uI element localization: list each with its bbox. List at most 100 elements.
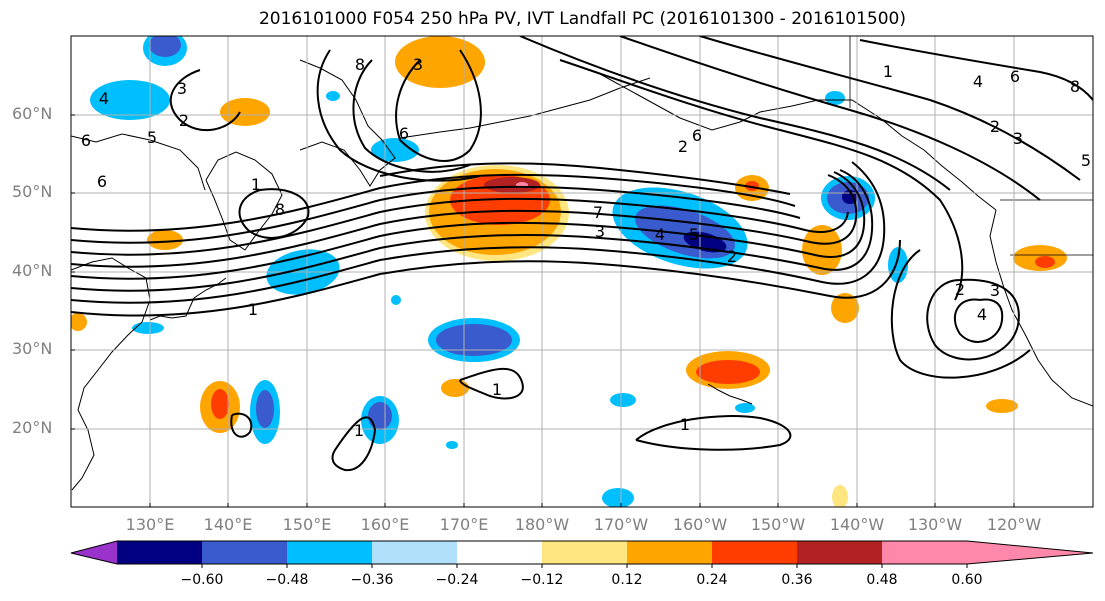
colorbar-segment [882, 541, 967, 564]
shade-positive [832, 485, 848, 507]
colorbar-segment [627, 541, 712, 564]
contour-label: 1 [492, 380, 502, 399]
lon-label: 130°W [907, 515, 963, 534]
pv-contour [71, 174, 858, 268]
contour-label: 4 [977, 305, 987, 324]
colorbar-tick-label: −0.48 [265, 572, 309, 588]
contour-label: 6 [97, 172, 107, 191]
lat-label: 40°N [12, 261, 53, 280]
colorbar-segment [712, 541, 797, 564]
shade-negative [256, 390, 274, 428]
contour-label: 3 [177, 79, 187, 98]
contour-label: 3 [595, 222, 605, 241]
shade-negative [825, 91, 845, 105]
contour-label: 6 [692, 126, 702, 145]
shade-positive [986, 399, 1018, 413]
contour-label: 2 [990, 117, 1000, 136]
contour-label: 1 [883, 62, 893, 81]
shade-positive [484, 177, 540, 193]
contour-label: 1 [680, 415, 690, 434]
colorbar-segment [457, 541, 542, 564]
lat-label: 60°N [12, 104, 53, 123]
contour-label: 5 [147, 128, 157, 147]
map-title: 2016101000 F054 250 hPa PV, IVT Landfall… [258, 9, 906, 29]
lon-label: 140°E [203, 515, 253, 534]
contour-labels: 3 6 4 5 2 6 8 8 6 1 4 6 8 3 2 1 2 3 5 7 … [81, 55, 1091, 440]
contour-label: 3 [413, 55, 423, 74]
pv-contour [926, 278, 1020, 361]
contour-label: 1 [248, 300, 258, 319]
shade-positive [211, 389, 229, 419]
shade-negative [610, 393, 636, 407]
shade-positive [1035, 256, 1055, 268]
pv-contour [238, 188, 310, 239]
colorbar-outline [70, 540, 1094, 565]
contour-label: 2 [179, 111, 189, 130]
lon-label: 120°W [986, 515, 1042, 534]
shade-negative [735, 403, 755, 413]
contour-label: 8 [355, 55, 365, 74]
pv-contour [331, 416, 377, 472]
shade-positive [71, 313, 87, 331]
gridlines [71, 36, 1093, 507]
pv-contour [230, 412, 253, 438]
shade-negative [371, 138, 419, 162]
colorbar [70, 540, 1094, 568]
shade-positive [395, 36, 485, 88]
shade-negative [132, 322, 164, 334]
colorbar-tick-label: −0.60 [180, 572, 224, 588]
pv-contour [559, 59, 964, 301]
coastline-alaska [599, 73, 997, 211]
contour-label: 2 [955, 280, 965, 299]
lon-label: 170°W [593, 515, 649, 534]
colorbar-segment [287, 541, 372, 564]
shade-positive [831, 293, 859, 323]
pv-contour [169, 69, 241, 131]
shade-positive [441, 379, 469, 397]
contour-label: 3 [990, 281, 1000, 300]
shade-positive [802, 225, 842, 275]
contour-label: 7 [593, 203, 603, 222]
contour-label: 1 [251, 175, 261, 194]
pv-contour [71, 173, 796, 232]
pv-contour [71, 169, 874, 292]
colorbar-tick-label: 0.48 [866, 572, 898, 588]
colorbar-tick-label: 0.24 [696, 572, 728, 588]
lat-label: 20°N [12, 418, 53, 437]
contour-label: 5 [689, 225, 699, 244]
contour-label: 2 [727, 247, 737, 266]
pv-contour [379, 162, 791, 195]
pv-contour [71, 161, 886, 304]
lon-label: 160°W [672, 515, 728, 534]
colorbar-extend-max [967, 541, 1093, 564]
shade-negative [436, 324, 512, 356]
pv-contours [71, 36, 1093, 472]
contour-label: 3 [1013, 129, 1023, 148]
coastline-asia [71, 257, 151, 491]
lon-label: 150°W [750, 515, 806, 534]
contour-label: 8 [275, 200, 285, 219]
pv-contour [699, 36, 1081, 181]
pv-contour [71, 185, 801, 244]
shade-negative [149, 36, 181, 57]
colorbar-tick-label: 0.36 [781, 572, 813, 588]
colorbar-tick-label: 0.12 [611, 572, 643, 588]
colorbar-segment [542, 541, 627, 564]
contour-label: 6 [399, 124, 409, 143]
contour-label: 6 [1010, 67, 1020, 86]
contour-label: 2 [678, 137, 688, 156]
axis-ticks [71, 114, 1015, 507]
shade-negative [391, 295, 401, 305]
lat-label: 50°N [12, 182, 53, 201]
colorbar-tick-label: −0.24 [435, 572, 479, 588]
pv-contour [890, 249, 1031, 379]
contour-label: 1 [354, 421, 364, 440]
shade-positive [147, 230, 183, 250]
colorbar-tick-label: 0.60 [951, 572, 983, 588]
lon-label: 140°W [829, 515, 885, 534]
borders [849, 36, 1093, 256]
lon-label: 130°E [125, 515, 175, 534]
shade-negative [446, 441, 458, 449]
contour-label: 4 [973, 72, 983, 91]
